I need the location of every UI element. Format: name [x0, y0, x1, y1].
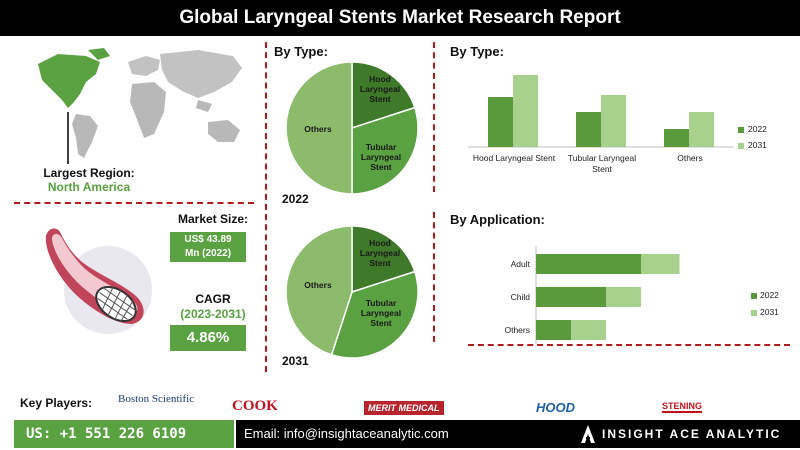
region-value: North America	[47, 180, 131, 194]
bar-app-cat-adult: Adult	[510, 259, 530, 269]
footer-bar: Email: info@insightaceanalytic.com INSIG…	[236, 420, 800, 448]
bar-app-2022-2	[536, 320, 571, 340]
pie2031-slice-0	[351, 225, 416, 294]
market-size-label: Market Size:	[177, 212, 249, 226]
market-size-line1: US$ 43.89	[184, 234, 232, 245]
bar-app-legend-swatch-2031	[751, 310, 757, 316]
logo-cook: COOK	[232, 398, 278, 414]
pie2031-label-others: Others	[304, 280, 332, 290]
bar-type-legend-swatch-2022	[738, 127, 744, 133]
stent-illustration	[36, 222, 160, 342]
bar-type-cat-tubular: Tubular Laryngeal Stent	[567, 153, 637, 174]
pie2022-slice-2	[285, 61, 353, 195]
bar-chart-application	[535, 246, 757, 344]
bar-app-legend-2031: 2031	[760, 307, 779, 317]
bar-app-2022-0	[536, 254, 641, 274]
bar-type-2031-1	[601, 95, 626, 147]
pie2022-slice-1	[351, 106, 419, 195]
bar-type-cat-others: Others	[677, 153, 703, 163]
market-size-line2: Mn (2022)	[184, 248, 232, 259]
cagr-value: 4.86%	[170, 325, 246, 351]
world-map	[28, 42, 253, 167]
bar-type-2031-0	[513, 75, 538, 147]
bar-app-legend-2022: 2022	[760, 290, 779, 300]
divider-app	[468, 344, 790, 346]
bar-type-legend-2031: 2031	[748, 140, 767, 150]
bar-type-title: By Type:	[450, 44, 504, 59]
divider-left	[265, 42, 267, 372]
page-title: Global Laryngeal Stents Market Research …	[0, 0, 800, 36]
bar-app-title: By Application:	[450, 212, 545, 227]
bar-app-2022-1	[536, 287, 606, 307]
pie2022-label-others: Others	[304, 124, 332, 134]
divider-right-bottom	[433, 212, 435, 342]
pie2031-label-hood: Hood Laryngeal Stent	[359, 238, 401, 268]
key-players-label: Key Players:	[20, 396, 93, 410]
footer-brand: INSIGHT ACE ANALYTIC	[602, 427, 782, 441]
cagr-period: (2023-2031)	[180, 307, 246, 321]
pie-chart-2031	[285, 225, 419, 359]
market-size-value: US$ 43.89 Mn (2022)	[170, 232, 246, 262]
brand-logo-icon	[580, 424, 596, 444]
logo-merit-medical: MERIT MEDICAL	[364, 401, 444, 415]
region-label: Largest Region:	[43, 166, 135, 180]
bar-app-cat-child: Child	[510, 292, 530, 302]
footer-email[interactable]: Email: info@insightaceanalytic.com	[244, 426, 449, 441]
logo-boston-scientific-text: Boston Scientific	[118, 393, 195, 405]
pie2022-label-hood: Hood Laryngeal Stent	[359, 74, 401, 104]
bar-chart-type	[468, 75, 744, 149]
bar-type-2022-0	[488, 97, 513, 147]
pie2031-label-tubular: Tubular Laryngeal Stent	[360, 298, 402, 328]
pie-year-2022: 2022	[282, 192, 309, 206]
bar-app-legend-swatch-2022	[751, 293, 757, 299]
pie-section-title: By Type:	[274, 44, 328, 59]
bar-type-2022-2	[664, 129, 689, 147]
bar-type-legend-2022: 2022	[748, 124, 767, 134]
bar-type-2031-2	[689, 112, 714, 147]
logo-hood: HOOD	[536, 400, 575, 415]
footer-phone[interactable]: US: +1 551 226 6109	[14, 420, 234, 448]
pie2022-slice-0	[351, 61, 416, 130]
divider-region	[14, 202, 254, 204]
logo-stening: STENING	[662, 401, 703, 413]
bar-app-cat-others: Others	[504, 325, 530, 335]
cagr-label: CAGR	[195, 292, 231, 306]
bar-type-2022-1	[576, 112, 601, 147]
pie2031-slice-2	[285, 225, 353, 356]
pie-chart-2022	[285, 61, 419, 195]
pie-year-2031: 2031	[282, 354, 309, 368]
divider-right-top	[433, 42, 435, 192]
pie2022-label-tubular: Tubular Laryngeal Stent	[360, 142, 402, 172]
bar-type-cat-hood: Hood Laryngeal Stent	[472, 153, 556, 163]
bar-type-legend-swatch-2031	[738, 143, 744, 149]
pie2031-slice-1	[330, 270, 419, 359]
logo-boston-scientific: Boston Scientific	[118, 393, 195, 405]
